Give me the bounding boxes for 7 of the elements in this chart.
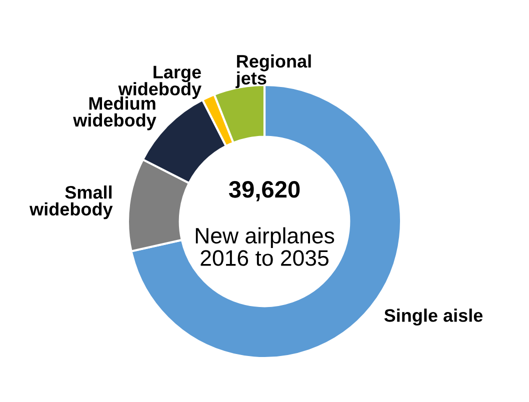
text: 39,620	[228, 181, 300, 202]
slice-label: Large widebody	[118, 66, 202, 99]
slice-label: Small widebody	[30, 185, 113, 220]
slice-label: Single aisle	[384, 308, 483, 326]
slice-label: Medium widebody	[73, 96, 156, 130]
text: New airplanes 2016 to 2035	[196, 227, 334, 266]
slice-label: Regional jets	[236, 54, 311, 88]
